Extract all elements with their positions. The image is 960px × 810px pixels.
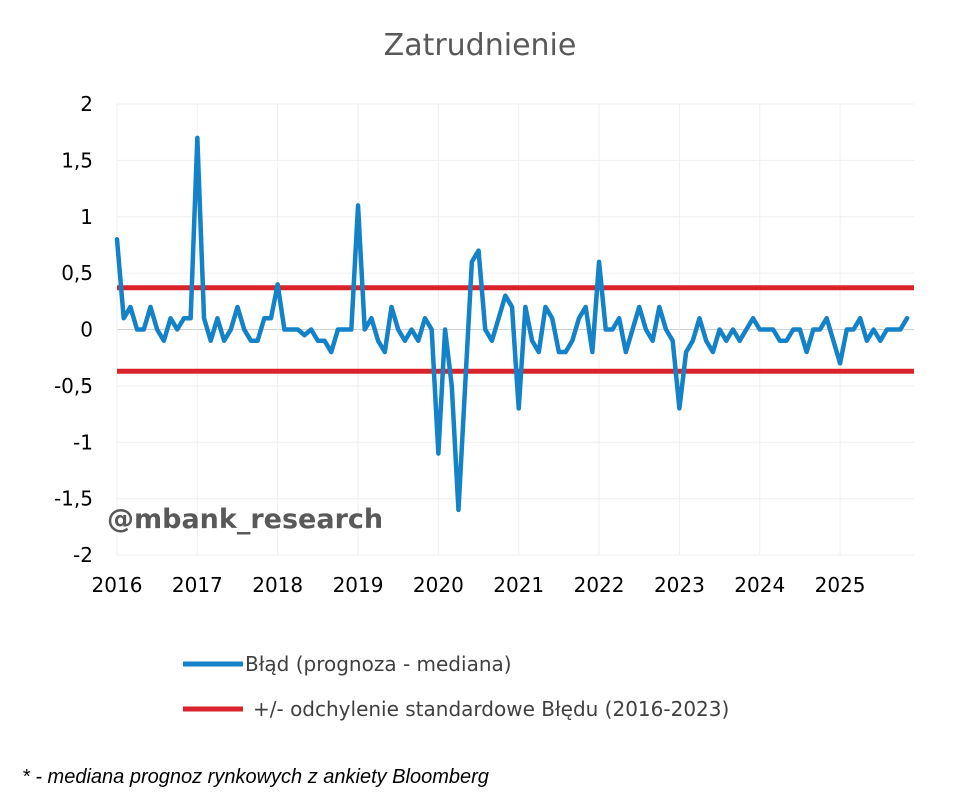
x-tick-label: 2019 — [333, 573, 384, 597]
x-tick-label: 2021 — [493, 573, 544, 597]
footnote: * - mediana prognoz rynkowych z ankiety … — [22, 766, 489, 788]
y-tick-label: 1 — [80, 205, 93, 229]
x-tick-label: 2025 — [815, 573, 866, 597]
x-tick-label: 2023 — [654, 573, 705, 597]
x-tick-label: 2024 — [734, 573, 785, 597]
x-tick-label: 2018 — [252, 573, 303, 597]
x-tick-label: 2017 — [172, 573, 223, 597]
y-tick-label: 1,5 — [61, 148, 93, 172]
x-tick-label: 2020 — [413, 573, 464, 597]
y-tick-label: -0,5 — [54, 374, 93, 398]
chart-title: Zatrudnienie — [384, 28, 577, 63]
y-tick-label: 2 — [80, 92, 93, 116]
error-series-line — [114, 135, 910, 513]
legend-label-error: Błąd (prognoza - mediana) — [245, 652, 512, 676]
x-axis: 2016 2017 2018 2019 2020 2021 2022 2023 2024 2025 — [92, 573, 866, 597]
legend-label-std: +/- odchylenie standardowe Błędu (2016-2… — [253, 697, 729, 721]
x-tick-label: 2022 — [574, 573, 625, 597]
x-tick-label: 2016 — [92, 573, 143, 597]
y-axis: 2 1,5 1 0,5 0 -0,5 -1 -1,5 -2 — [54, 92, 93, 567]
y-tick-label: 0 — [80, 318, 93, 342]
y-tick-label: -1,5 — [54, 487, 93, 511]
y-tick-label: -2 — [73, 543, 93, 567]
plot-area — [114, 135, 914, 513]
y-tick-label: -1 — [73, 430, 93, 454]
y-tick-label: 0,5 — [61, 261, 93, 285]
legend: Błąd (prognoza - mediana) +/- odchylenie… — [183, 652, 729, 721]
watermark: @mbank_research — [107, 504, 383, 535]
